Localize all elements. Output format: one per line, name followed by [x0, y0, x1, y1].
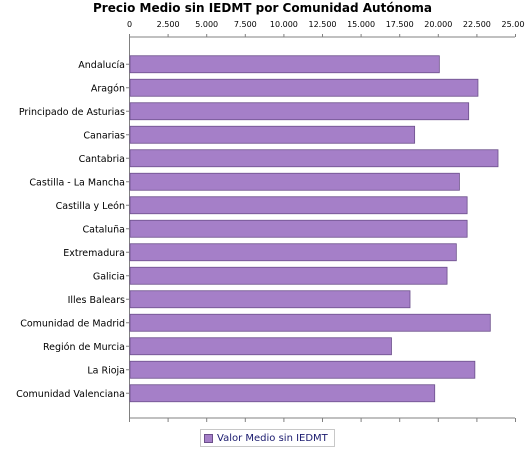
x-axis-bottom-ticks	[129, 418, 516, 422]
chart-title: Precio Medio sin IEDMT por Comunidad Aut…	[93, 1, 432, 15]
category-label: Andalucía	[78, 60, 125, 71]
category-label: Comunidad de Madrid	[20, 318, 125, 329]
bar	[129, 243, 457, 262]
category-label: Principado de Asturias	[19, 107, 125, 118]
bar	[129, 313, 491, 332]
bar	[129, 360, 476, 379]
x-tick-label: 22.500	[463, 20, 491, 29]
bar	[129, 337, 392, 356]
category-label: Castilla y León	[56, 201, 125, 212]
x-tick-label: 0	[127, 20, 132, 29]
category-label: Cataluña	[82, 224, 125, 235]
x-tick-label: 20.000	[424, 20, 452, 29]
legend-label: Valor Medio sin IEDMT	[217, 432, 328, 444]
legend: Valor Medio sin IEDMT	[200, 429, 335, 447]
x-tick-label: 17.500	[386, 20, 414, 29]
category-labels: Andalucía Aragón Principado de Asturias Can…	[16, 60, 125, 400]
bar	[129, 266, 448, 285]
x-tick-label: 12.500	[309, 20, 337, 29]
x-axis-top-ticks: 0 2.500 5.000 7.500 10.000 12.500 15.000 17.500…	[127, 20, 525, 37]
x-tick-label: 25.000	[502, 20, 525, 29]
category-label: Galicia	[93, 271, 125, 282]
bar	[129, 78, 479, 97]
bars	[126, 55, 499, 403]
category-label: Illes Balears	[68, 295, 125, 306]
category-label: Comunidad Valenciana	[16, 389, 125, 400]
x-tick-label: 5.000	[195, 20, 218, 29]
bar	[129, 125, 416, 144]
bar	[129, 219, 468, 238]
legend-swatch	[204, 433, 213, 443]
bar	[129, 384, 436, 403]
category-label: Canarias	[83, 130, 125, 141]
category-label: Cantabria	[79, 154, 125, 165]
x-tick-label: 15.000	[347, 20, 375, 29]
bar	[129, 172, 460, 191]
bar	[129, 55, 440, 74]
category-label: Extremadura	[63, 248, 125, 259]
bar	[129, 102, 470, 121]
bar	[129, 149, 499, 168]
category-label: Región de Murcia	[43, 342, 125, 353]
category-label: La Rioja	[87, 365, 125, 376]
category-label: Castilla - La Mancha	[29, 177, 125, 188]
x-tick-label: 7.500	[234, 20, 257, 29]
x-tick-label: 2.500	[157, 20, 180, 29]
category-label: Aragón	[91, 83, 125, 94]
x-tick-label: 10.000	[270, 20, 298, 29]
bar	[129, 290, 411, 309]
bar	[129, 196, 468, 215]
